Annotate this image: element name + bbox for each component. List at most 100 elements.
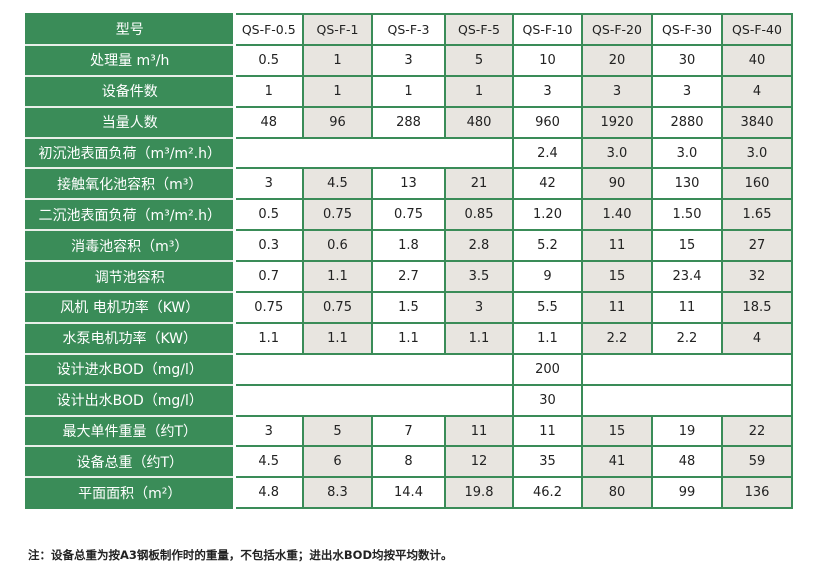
- empty-cell: [581, 383, 793, 417]
- value-cell: 1: [371, 74, 446, 108]
- value-cell: 30: [651, 43, 723, 77]
- row-label: 设备总重（约T）: [26, 445, 236, 479]
- empty-cell: [233, 136, 514, 170]
- value-cell: 10: [512, 43, 583, 77]
- value-cell: 23.4: [651, 260, 723, 294]
- row-label: 设计进水BOD（mg/l）: [26, 352, 236, 386]
- row-label: 平面面积（m²）: [26, 476, 236, 509]
- value-cell: 3: [233, 167, 304, 201]
- value-cell: 11: [444, 414, 514, 448]
- model-header: QS-F-3: [371, 13, 446, 46]
- value-cell: 11: [581, 229, 653, 263]
- empty-cell: [233, 352, 514, 386]
- value-cell: 2.7: [371, 260, 446, 294]
- value-cell: 160: [721, 167, 793, 201]
- value-cell: 15: [581, 414, 653, 448]
- value-cell: 3.0: [581, 136, 653, 170]
- value-cell: 4.8: [233, 476, 304, 510]
- value-cell: 1: [444, 74, 514, 108]
- row-label: 二沉池表面负荷（m³/m².h）: [26, 198, 236, 232]
- value-cell: 2.8: [444, 229, 514, 263]
- row-label: 最大单件重量（约T）: [26, 414, 236, 448]
- value-cell: 0.5: [233, 43, 304, 77]
- value-cell: 3: [371, 43, 446, 77]
- row-label: 调节池容积: [26, 260, 236, 294]
- value-cell: 3.5: [444, 260, 514, 294]
- value-cell: 3: [651, 74, 723, 108]
- table-row: 风机 电机功率（KW） 0.75 0.75 1.5 3 5.5 11 11 18.5: [26, 291, 793, 324]
- value-cell: 5.2: [512, 229, 583, 263]
- value-cell: 1.1: [444, 321, 514, 355]
- value-cell: 0.75: [302, 198, 373, 232]
- value-cell: 15: [581, 260, 653, 294]
- value-cell: 1: [233, 74, 304, 108]
- value-cell: 3: [512, 74, 583, 108]
- value-cell: 7: [371, 414, 446, 448]
- value-cell: 0.7: [233, 260, 304, 294]
- value-cell: 20: [581, 43, 653, 77]
- value-cell: 0.6: [302, 229, 373, 263]
- value-cell: 1920: [581, 105, 653, 139]
- value-cell: 1.1: [512, 321, 583, 355]
- value-cell: 80: [581, 476, 653, 510]
- value-cell: 27: [721, 229, 793, 263]
- table-row: 消毒池容积（m³） 0.3 0.6 1.8 2.8 5.2 11 15 27: [26, 229, 793, 263]
- table-row: 设计出水BOD（mg/l） 30: [26, 383, 793, 417]
- value-cell: 35: [512, 445, 583, 479]
- model-header: QS-F-0.5: [233, 13, 304, 46]
- value-cell: 0.5: [233, 198, 304, 232]
- table-row: 初沉池表面负荷（m³/m².h） 2.4 3.0 3.0 3.0: [26, 136, 793, 170]
- table-row: 调节池容积 0.7 1.1 2.7 3.5 9 15 23.4 32: [26, 260, 793, 294]
- value-cell: 1.5: [371, 291, 446, 324]
- row-label: 当量人数: [26, 105, 236, 139]
- value-cell: 1: [302, 43, 373, 77]
- value-cell: 1.1: [302, 260, 373, 294]
- value-cell: 5: [302, 414, 373, 448]
- value-cell: 11: [651, 291, 723, 324]
- value-cell: 5.5: [512, 291, 583, 324]
- value-cell: 1: [302, 74, 373, 108]
- model-header: QS-F-20: [581, 13, 653, 46]
- value-cell: 1.50: [651, 198, 723, 232]
- value-cell: 8.3: [302, 476, 373, 510]
- value-cell: 19: [651, 414, 723, 448]
- value-cell: 90: [581, 167, 653, 201]
- header-row: 型号 QS-F-0.5 QS-F-1 QS-F-3 QS-F-5 QS-F-10 QS-F-…: [26, 13, 793, 46]
- value-cell: 1.20: [512, 198, 583, 232]
- model-header: QS-F-40: [721, 13, 793, 46]
- value-cell: 9: [512, 260, 583, 294]
- model-header: QS-F-10: [512, 13, 583, 46]
- value-cell: 1.65: [721, 198, 793, 232]
- value-cell: 2.2: [581, 321, 653, 355]
- value-cell: 30: [512, 383, 583, 417]
- value-cell: 96: [302, 105, 373, 139]
- value-cell: 2.2: [651, 321, 723, 355]
- value-cell: 14.4: [371, 476, 446, 510]
- table-row: 设备总重（约T） 4.5 6 8 12 35 41 48 59: [26, 445, 793, 479]
- model-header: QS-F-5: [444, 13, 514, 46]
- table-row: 平面面积（m²） 4.8 8.3 14.4 19.8 46.2 80 99 136: [26, 476, 793, 510]
- table-row: 设备件数 1 1 1 1 3 3 3 4: [26, 74, 793, 108]
- value-cell: 12: [444, 445, 514, 479]
- value-cell: 0.3: [233, 229, 304, 263]
- model-header: QS-F-30: [651, 13, 723, 46]
- value-cell: 0.75: [371, 198, 446, 232]
- row-label: 接触氧化池容积（m³）: [26, 167, 236, 201]
- spec-table: 型号 QS-F-0.5 QS-F-1 QS-F-3 QS-F-5 QS-F-10 QS-F-…: [25, 13, 793, 510]
- value-cell: 3.0: [651, 136, 723, 170]
- value-cell: 3840: [721, 105, 793, 139]
- row-label: 处理量 m³/h: [26, 43, 236, 77]
- empty-cell: [233, 383, 514, 417]
- value-cell: 480: [444, 105, 514, 139]
- value-cell: 41: [581, 445, 653, 479]
- row-label: 消毒池容积（m³）: [26, 229, 236, 263]
- value-cell: 5: [444, 43, 514, 77]
- value-cell: 32: [721, 260, 793, 294]
- table-row: 处理量 m³/h 0.5 1 3 5 10 20 30 40: [26, 43, 793, 77]
- value-cell: 1.1: [233, 321, 304, 355]
- header-label: 型号: [26, 14, 236, 46]
- value-cell: 1.8: [371, 229, 446, 263]
- row-label: 设备件数: [26, 74, 236, 108]
- value-cell: 4: [721, 321, 793, 355]
- table-row: 水泵电机功率（KW） 1.1 1.1 1.1 1.1 1.1 2.2 2.2 4: [26, 321, 793, 355]
